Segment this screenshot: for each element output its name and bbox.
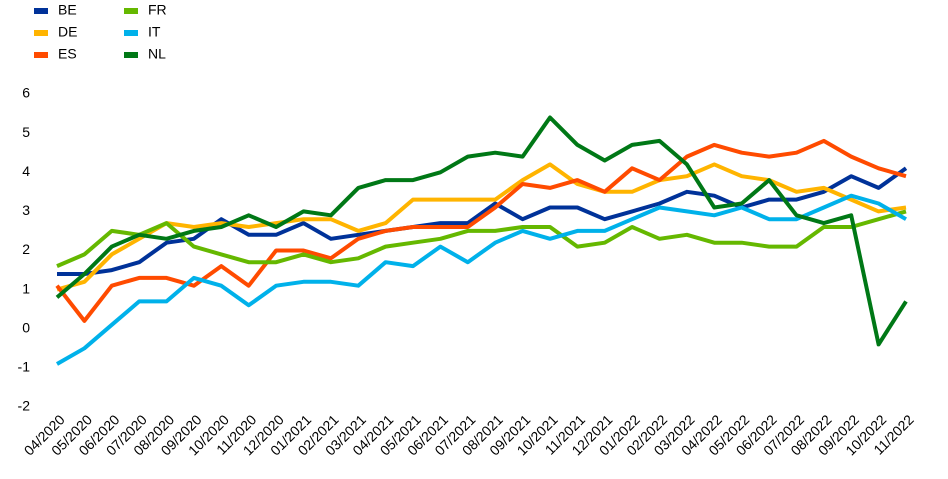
series-line	[56, 193, 907, 366]
y-tick-label: -2	[18, 398, 31, 414]
y-tick-label: 6	[22, 85, 30, 101]
legend-label: IT	[148, 24, 161, 40]
legend-swatch	[34, 8, 48, 14]
legend-swatch	[34, 30, 48, 36]
legend-label: FR	[148, 2, 167, 18]
series-line	[56, 162, 907, 292]
legend-label: ES	[58, 46, 77, 62]
legend-label: NL	[148, 46, 166, 62]
series-line	[56, 209, 907, 268]
y-tick-label: -1	[18, 359, 31, 375]
legend-label: DE	[58, 24, 77, 40]
y-tick-label: 1	[22, 280, 30, 296]
series-line	[55, 115, 908, 347]
y-tick-label: 2	[22, 241, 30, 257]
y-tick-label: 0	[22, 319, 30, 335]
legend-label: BE	[58, 2, 77, 18]
legend-swatch	[124, 52, 138, 58]
legend-swatch	[124, 30, 138, 36]
y-tick-label: 3	[22, 202, 30, 218]
legend-swatch	[34, 52, 48, 58]
y-tick-label: 5	[22, 124, 30, 140]
series-line	[57, 166, 908, 276]
legend-swatch	[124, 8, 138, 14]
y-tick-label: 4	[22, 163, 30, 179]
series-line	[55, 138, 907, 323]
